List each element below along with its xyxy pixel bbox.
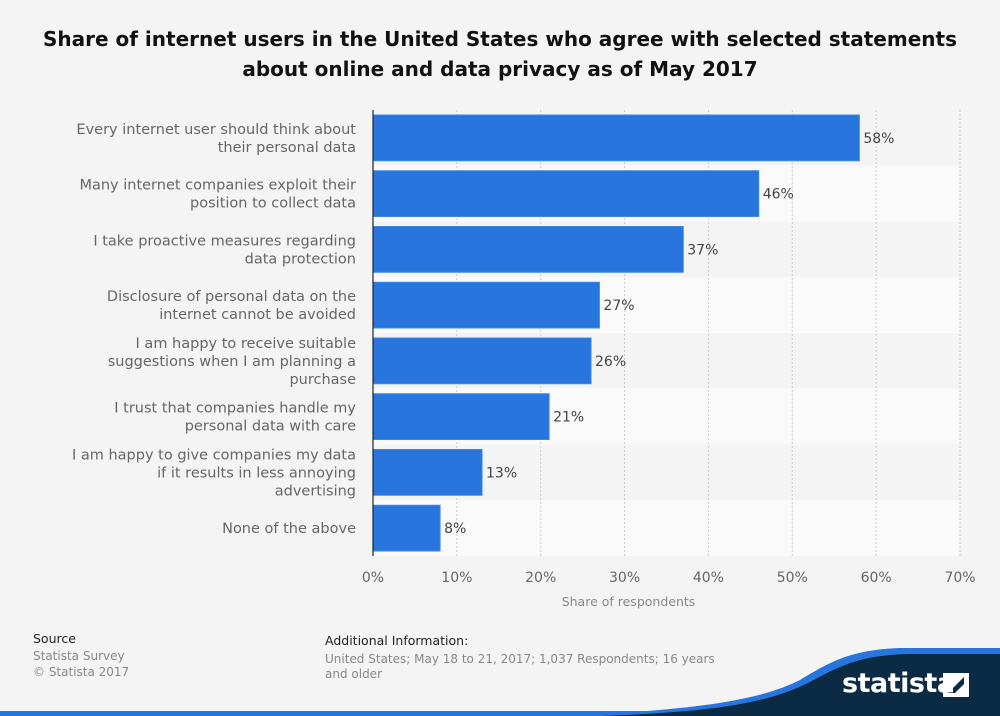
category-label-line: position to collect data [190, 196, 356, 212]
statista-logo: statista [842, 668, 955, 699]
x-tick-label: 40% [693, 570, 724, 586]
category-label: I am happy to receive suitable suggestion… [108, 336, 356, 388]
category-label-line: purchase [289, 372, 356, 388]
copyright-line: © Statista 2017 [33, 665, 130, 679]
row-band [373, 500, 960, 556]
source-label: Source [33, 631, 76, 646]
bar [372, 337, 592, 385]
category-label: Many internet companies exploit their pos… [79, 178, 356, 212]
chart-title: Share of internet users in the United St… [43, 27, 957, 81]
x-tick-label: 20% [525, 570, 556, 586]
bar [372, 504, 441, 552]
category-label-line: if it results in less annoying [157, 465, 356, 481]
x-tick-label: 50% [777, 570, 808, 586]
category-label-line: I am happy to receive suitable [136, 336, 357, 352]
category-label-line: I am happy to give companies my data [72, 447, 356, 463]
category-label-line: Disclosure of personal data on the [107, 289, 356, 305]
bar [372, 114, 860, 162]
x-tick-label: 0% [362, 570, 384, 586]
category-label: Disclosure of personal data on the intern… [107, 289, 356, 323]
bar [372, 281, 600, 329]
x-tick-label: 70% [944, 570, 975, 586]
footer-bar [0, 711, 1000, 716]
x-axis-label: Share of respondents [562, 594, 696, 609]
data-label: 8% [444, 521, 466, 537]
category-label-line: Every internet user should think about [76, 122, 356, 138]
category-label-line: their personal data [218, 140, 356, 156]
x-tick-label: 60% [861, 570, 892, 586]
data-label: 58% [863, 131, 894, 147]
data-label: 37% [687, 242, 718, 258]
data-label: 26% [595, 354, 626, 370]
bar [372, 226, 684, 273]
category-label: None of the above [222, 521, 356, 537]
bar [372, 393, 550, 440]
category-label-line: internet cannot be avoided [159, 307, 356, 323]
category-label-line: I trust that companies handle my [114, 401, 356, 417]
bar-chart: 0% 10% 20% 30% 40% 50% 60% 70% 58% Every internet… [72, 110, 976, 609]
category-label: I am happy to give companies my data if i… [72, 447, 356, 499]
wave-dark [600, 654, 1000, 716]
category-label-line: personal data with care [185, 419, 356, 435]
data-label: 21% [553, 410, 584, 426]
x-tick-label: 10% [441, 570, 472, 586]
category-label: I take proactive measures regarding data … [93, 233, 356, 267]
category-label-line: suggestions when I am planning a [108, 354, 356, 370]
category-label-line: None of the above [222, 521, 356, 537]
source-text: Statista Survey © Statista 2017 [33, 648, 129, 680]
data-label: 46% [763, 187, 794, 203]
data-label: 27% [603, 298, 634, 314]
category-label: Every internet user should think about th… [76, 122, 356, 156]
bar [372, 449, 483, 496]
footer-wave [0, 648, 1000, 716]
data-label: 13% [486, 465, 517, 481]
source-line: Statista Survey [33, 649, 125, 663]
statista-logo-icon [943, 673, 969, 697]
additional-info-label: Additional Information: [325, 633, 469, 648]
bar [372, 170, 760, 217]
additional-info-text: United States; May 18 to 21, 2017; 1,037… [325, 652, 715, 681]
category-label-line: I take proactive measures regarding [93, 233, 356, 249]
category-label-line: advertising [275, 483, 356, 499]
category-label-line: Many internet companies exploit their [79, 178, 356, 194]
category-label: I trust that companies handle my personal… [114, 401, 356, 435]
x-tick-label: 30% [609, 570, 640, 586]
category-label-line: data protection [245, 251, 356, 267]
